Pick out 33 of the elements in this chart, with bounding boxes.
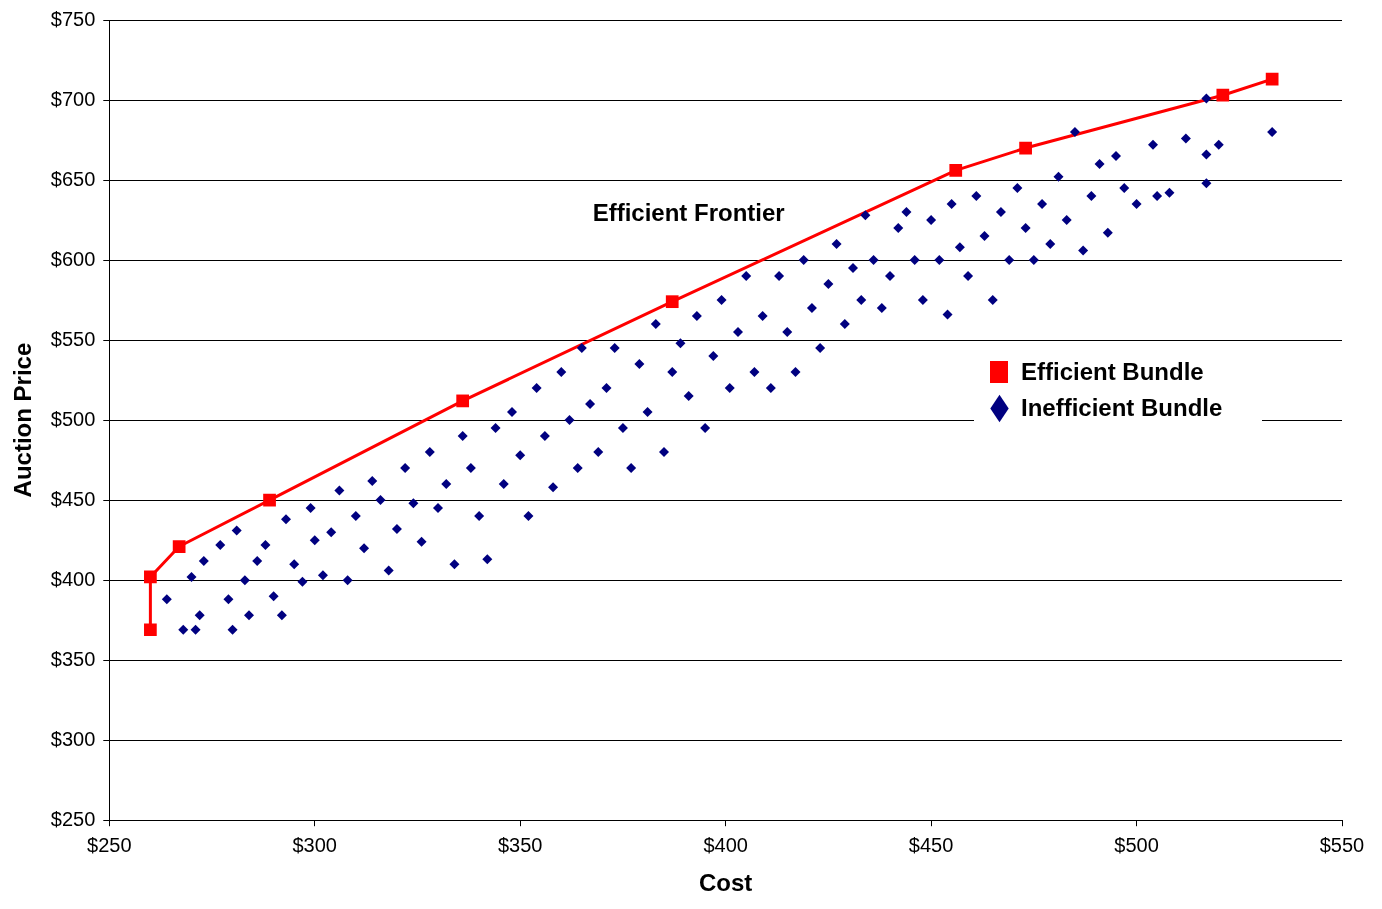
x-tick-label: $250 [87, 833, 132, 856]
y-tick-label: $450 [50, 487, 96, 510]
legend-label: Efficient Bundle [1021, 358, 1204, 387]
x-tick-label: $300 [292, 833, 337, 856]
point [263, 493, 276, 507]
y-tick-label: $300 [50, 727, 96, 750]
y-tick-label: $600 [50, 247, 96, 270]
legend-label: Inefficient Bundle [1021, 394, 1223, 423]
y-tick-label: $650 [50, 167, 96, 190]
y-tick-label: $250 [50, 807, 96, 830]
y-axis-title: Auction Price [9, 342, 37, 498]
point [1265, 72, 1279, 86]
x-tick-label: $550 [1319, 833, 1365, 856]
y-tick-label: $350 [50, 647, 96, 670]
y-tick-label: $400 [50, 567, 96, 590]
point [172, 540, 186, 553]
x-tick-label: $500 [1114, 833, 1159, 856]
point [144, 623, 157, 637]
point [144, 570, 157, 584]
y-tick-label: $700 [50, 87, 96, 110]
x-tick-label: $400 [703, 833, 748, 856]
y-tick-label: $750 [50, 7, 96, 30]
point [456, 394, 470, 408]
y-tick-label: $500 [50, 407, 96, 430]
y-tick-label: $550 [50, 327, 96, 350]
annotation: Efficient Frontier [592, 199, 785, 227]
x-axis-title: Cost [698, 869, 753, 897]
point [1216, 88, 1230, 102]
point [1019, 141, 1032, 155]
point [665, 295, 679, 309]
point [949, 164, 963, 177]
x-tick-label: $350 [497, 833, 543, 856]
x-tick-label: $450 [908, 833, 954, 856]
